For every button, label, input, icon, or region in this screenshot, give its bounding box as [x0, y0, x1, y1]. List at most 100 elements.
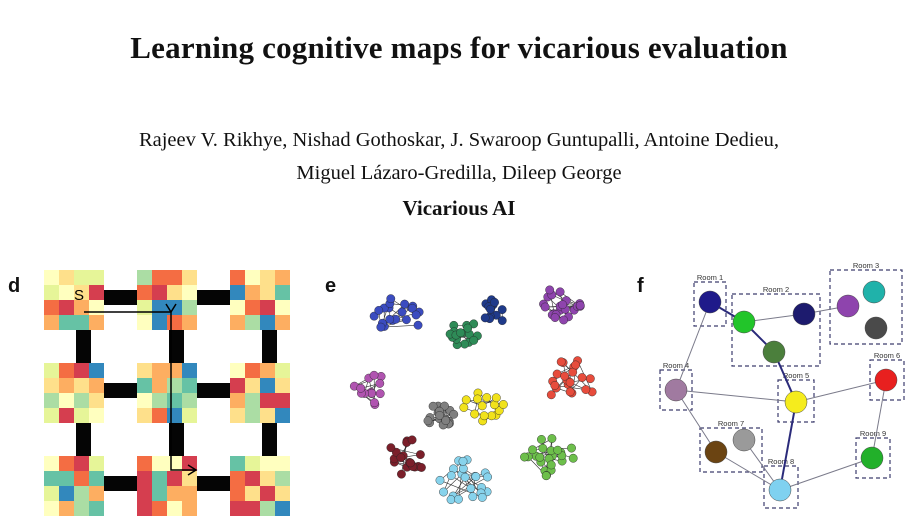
node-cluster [520, 434, 578, 481]
grid-cell [260, 378, 275, 393]
grid-cell [182, 501, 197, 516]
grid-cell [59, 393, 74, 408]
graph-node [435, 411, 445, 420]
grid-cell [275, 300, 290, 315]
panel-f-room-graph: Room 1 Room 2 Room 3 Room 4 Room 5 Room 6 Room… [659, 262, 905, 509]
graph-edge [779, 457, 873, 491]
room-label: Room 3 [853, 262, 879, 270]
graph-node [469, 335, 479, 345]
graph-node [537, 435, 546, 444]
grid-cell [137, 363, 152, 378]
room-box [731, 293, 821, 367]
node-cluster [423, 401, 459, 430]
grid-cell [245, 300, 260, 315]
grid-cell [167, 408, 182, 423]
graph-node [477, 492, 487, 502]
room-box [869, 359, 905, 401]
grid-cell [44, 456, 59, 471]
graph-node [556, 357, 566, 367]
node-cluster [546, 356, 597, 400]
grid-cell [74, 315, 89, 330]
state-node [768, 478, 792, 502]
corridor [262, 330, 277, 363]
room-label: Room 2 [763, 285, 789, 294]
graph-node [497, 316, 507, 326]
corridor [197, 476, 230, 491]
grid-cell [245, 363, 260, 378]
graph-node [458, 456, 468, 466]
room-box [829, 269, 903, 345]
grid-cell [230, 486, 245, 501]
grid-cell [182, 300, 197, 315]
graph-node [559, 315, 569, 325]
graph-node [550, 313, 560, 322]
graph-node [558, 300, 568, 310]
grid-cell [230, 378, 245, 393]
grid-cell [44, 486, 59, 501]
room-label: Room 7 [718, 419, 744, 428]
grid-cell [44, 408, 59, 423]
graph-edge [452, 476, 477, 497]
grid-cell [137, 408, 152, 423]
affiliation: Vicarious AI [402, 196, 516, 220]
grid-cell [245, 408, 260, 423]
graph-node [370, 398, 379, 408]
start-marker: S [74, 287, 84, 304]
graph-node [479, 411, 489, 421]
grid-cell [59, 408, 74, 423]
panel-e-cluster-graph [349, 285, 597, 505]
graph-node [454, 494, 463, 504]
state-node [836, 294, 860, 318]
node-cluster [539, 285, 585, 325]
grid-cell [137, 456, 152, 471]
grid-cell [89, 378, 104, 393]
state-node [732, 428, 756, 452]
state-node [762, 340, 786, 364]
graph-node [407, 435, 417, 445]
grid-cell [182, 471, 197, 486]
corridor [104, 383, 137, 398]
grid-cell [260, 501, 275, 516]
state-node [874, 368, 898, 392]
graph-node [396, 453, 406, 463]
graph-node [386, 443, 396, 453]
grid-cell [89, 486, 104, 501]
grid-cell [59, 270, 74, 285]
graph-node [473, 394, 482, 404]
grid-cell [275, 378, 290, 393]
grid-cell [182, 270, 197, 285]
grid-cell [74, 408, 89, 423]
grid-cell [89, 408, 104, 423]
grid-cell [137, 501, 152, 516]
graph-edge [675, 389, 797, 403]
grid-cell [152, 408, 167, 423]
room-label: Room 8 [768, 457, 794, 466]
graph-node [540, 302, 550, 312]
grid-cell [137, 486, 152, 501]
graph-edge [477, 398, 504, 405]
grid-cell [152, 471, 167, 486]
graph-node [439, 487, 448, 497]
grid-cell [137, 270, 152, 285]
grid-cell [167, 471, 182, 486]
grid-cell [89, 315, 104, 330]
grid-cell [182, 393, 197, 408]
graph-node [413, 320, 423, 330]
state-node [664, 378, 688, 402]
author-list: Rajeev V. Rikhye, Nishad Gothoskar, J. S… [0, 124, 918, 190]
grid-cell [59, 486, 74, 501]
graph-node [555, 287, 565, 297]
node-cluster [349, 370, 386, 409]
grid-cell [59, 456, 74, 471]
grid-cell [245, 315, 260, 330]
grid-cell [245, 501, 260, 516]
grid-cell [137, 393, 152, 408]
grid-cell [167, 285, 182, 300]
corridor [169, 330, 184, 363]
graph-node [460, 472, 470, 482]
graph-node [547, 434, 557, 443]
grid-cell [44, 378, 59, 393]
graph-node [487, 411, 496, 421]
grid-cell [44, 270, 59, 285]
grid-cell [59, 285, 74, 300]
